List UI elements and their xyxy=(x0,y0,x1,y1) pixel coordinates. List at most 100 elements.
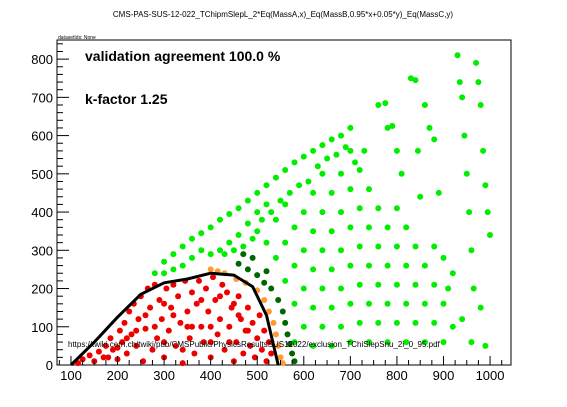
point-excluded-12 xyxy=(121,319,128,326)
point-allowed-18 xyxy=(319,142,326,149)
dataset-label: datasetIds: None xyxy=(58,35,96,41)
point-allowed-95 xyxy=(375,281,382,288)
point-excluded-1 xyxy=(79,356,86,363)
point-allowed-72 xyxy=(328,189,335,196)
point-allowed-36 xyxy=(440,254,447,261)
point-excluded-40 xyxy=(186,335,193,342)
x-tick-label-500: 500 xyxy=(246,368,268,383)
point-excluded-56 xyxy=(224,289,230,296)
point-allowed-4 xyxy=(189,235,195,242)
point-allowed-63 xyxy=(319,323,326,330)
point-excluded-71 xyxy=(258,346,265,353)
point-excluded-20 xyxy=(140,358,147,365)
point-allowed-border-6 xyxy=(279,308,286,315)
point-excluded-74 xyxy=(265,339,272,346)
point-allowed-158 xyxy=(277,197,284,204)
point-allowed-113 xyxy=(421,339,428,346)
x-tick-label-100: 100 xyxy=(60,368,82,383)
point-excluded-92 xyxy=(161,300,168,307)
point-allowed-53 xyxy=(487,232,493,238)
point-allowed-149 xyxy=(305,178,312,185)
point-excluded-65 xyxy=(244,304,251,311)
point-allowed-11 xyxy=(254,189,261,196)
point-allowed-93 xyxy=(366,186,372,193)
point-allowed-68 xyxy=(328,342,335,349)
point-allowed-65 xyxy=(319,247,326,254)
point-allowed-84 xyxy=(356,319,363,326)
point-allowed-border-3 xyxy=(261,279,268,286)
x-tick-label-800: 800 xyxy=(386,368,408,383)
point-allowed-118 xyxy=(431,243,438,250)
point-allowed-70 xyxy=(328,266,335,273)
point-allowed-8 xyxy=(226,211,233,217)
y-tick-label-400: 400 xyxy=(31,205,53,220)
point-allowed-132 xyxy=(282,201,289,208)
k-factor-label: k-factor 1.25 xyxy=(85,91,168,107)
point-allowed-128 xyxy=(291,262,298,269)
point-excluded-54 xyxy=(219,281,226,288)
point-allowed-54 xyxy=(300,323,307,330)
point-allowed-76 xyxy=(338,209,344,216)
point-excluded-95 xyxy=(230,300,237,307)
point-allowed-16 xyxy=(300,153,307,160)
point-allowed-77 xyxy=(338,170,344,177)
point-allowed-19 xyxy=(328,136,335,143)
point-allowed-29 xyxy=(412,77,419,84)
point-excluded-18 xyxy=(135,316,142,323)
point-allowed-131 xyxy=(282,239,289,246)
y-tick-label-600: 600 xyxy=(31,129,53,144)
point-allowed-51 xyxy=(482,182,489,189)
point-allowed-85 xyxy=(356,281,363,288)
point-allowed-92 xyxy=(366,224,372,231)
x-tick-label-1000: 1000 xyxy=(476,368,505,383)
point-allowed-35 xyxy=(435,189,442,196)
point-allowed-151 xyxy=(324,155,331,162)
point-allowed-border-4 xyxy=(268,285,275,292)
point-excluded-81 xyxy=(207,339,214,346)
point-allowed-border-12 xyxy=(249,254,256,261)
point-allowed-13 xyxy=(272,174,279,181)
point-allowed-88 xyxy=(356,167,363,173)
point-excluded-68 xyxy=(251,354,258,361)
point-excluded-8 xyxy=(109,346,116,353)
point-allowed-153 xyxy=(342,144,349,151)
point-allowed-58 xyxy=(310,342,317,349)
point-allowed-106 xyxy=(403,339,410,346)
point-excluded-86 xyxy=(142,312,149,319)
point-allowed-23 xyxy=(382,100,389,107)
point-allowed-143 xyxy=(207,251,214,258)
point-allowed-border-14 xyxy=(263,268,270,275)
point-excluded-53 xyxy=(217,316,223,323)
point-allowed-79 xyxy=(347,300,354,307)
point-allowed-133 xyxy=(272,254,279,261)
point-allowed-96 xyxy=(375,243,382,250)
point-allowed-47 xyxy=(473,59,480,66)
point-allowed-48 xyxy=(475,79,482,86)
y-tick-label-300: 300 xyxy=(31,243,53,258)
point-allowed-9 xyxy=(235,205,242,212)
point-allowed-2 xyxy=(170,251,177,258)
point-allowed-61 xyxy=(310,228,317,235)
point-excluded-24 xyxy=(149,346,156,353)
point-excluded-border-5 xyxy=(265,308,272,315)
point-allowed-125 xyxy=(482,342,489,349)
point-excluded-37 xyxy=(179,360,186,367)
point-allowed-39 xyxy=(454,52,461,59)
point-allowed-37 xyxy=(445,285,452,292)
x-tick-label-900: 900 xyxy=(433,368,455,383)
exclusion-line xyxy=(69,271,280,367)
point-allowed-123 xyxy=(468,339,475,346)
point-excluded-41 xyxy=(189,289,195,296)
point-allowed-115 xyxy=(421,262,428,269)
point-excluded-6 xyxy=(102,342,109,349)
point-allowed-156 xyxy=(296,182,303,189)
point-allowed-152 xyxy=(333,151,340,158)
point-allowed-136 xyxy=(263,201,270,208)
point-excluded-31 xyxy=(165,327,172,334)
validation-agreement-label: validation agreement 100.0 % xyxy=(85,48,281,64)
point-excluded-51 xyxy=(212,297,219,303)
point-allowed-103 xyxy=(393,281,400,288)
point-allowed-41 xyxy=(459,94,466,101)
point-allowed-26 xyxy=(393,147,400,154)
